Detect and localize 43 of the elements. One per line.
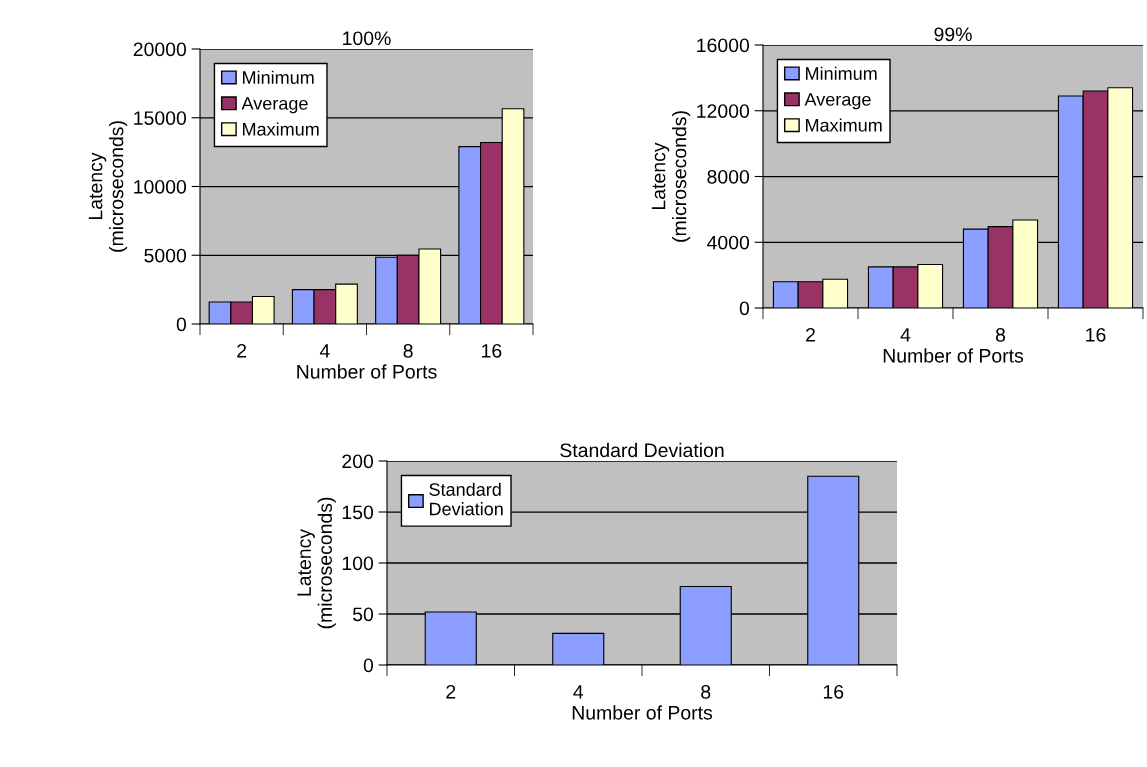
x-axis-title: Number of Ports [572,705,713,720]
y-tick-label: 200 [342,454,374,469]
y-tick-label: 8000 [707,169,750,184]
legend-label: Average [804,93,871,110]
legend-label: Standard Deviation [429,482,503,516]
y-tick-label: 12000 [697,104,750,118]
x-tick-label: 8 [701,684,711,699]
chart-title: Standard Deviation [560,442,724,458]
y-tick-label: 10000 [134,179,187,194]
y-tick-label: 15000 [134,111,187,125]
y-tick-label: 0 [363,658,374,673]
y-axis-title: Latency (microseconds) [88,121,128,252]
legend-label: Maximum [806,118,882,132]
chart-title: 100% [343,31,391,46]
y-axis-title: Latency (microseconds) [651,111,691,242]
y-axis-title: Latency (microseconds) [297,497,336,629]
x-tick-label: 8 [403,343,413,358]
x-axis-title: Number of Ports [297,364,437,379]
y-tick-label: 0 [739,301,750,316]
x-tick-label: 4 [573,685,584,699]
y-tick-label: 4000 [707,235,750,250]
y-tick-label: 100 [342,556,374,571]
x-tick-label: 2 [237,343,247,358]
legend-label: Minimum [243,70,314,84]
y-tick-label: 150 [342,505,374,520]
x-tick-label: 2 [446,684,456,699]
x-tick-label: 4 [900,328,911,342]
legend-label: Maximum [243,122,319,136]
x-tick-label: 2 [806,327,815,342]
x-tick-label: 4 [319,344,330,358]
x-tick-label: 8 [995,327,1006,342]
y-tick-label: 0 [176,317,187,332]
x-tick-label: 16 [482,343,502,358]
chart-title: 99% [934,27,972,42]
y-tick-label: 5000 [144,248,187,263]
x-axis-title: Number of Ports [883,348,1024,363]
x-tick-label: 16 [823,684,844,699]
y-tick-label: 50 [352,607,374,622]
x-tick-label: 16 [1086,327,1106,342]
legend-label: Minimum [806,66,877,80]
y-tick-label: 16000 [697,38,750,53]
y-tick-label: 20000 [133,42,187,57]
legend-label: Average [241,97,308,114]
